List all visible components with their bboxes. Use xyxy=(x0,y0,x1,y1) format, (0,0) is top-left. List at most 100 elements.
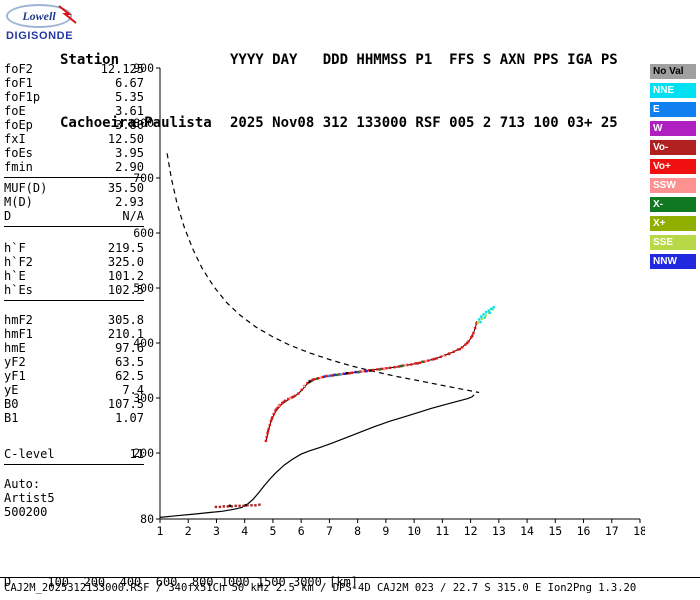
param-label: hmE xyxy=(4,341,26,355)
param-label: foF1p xyxy=(4,90,41,104)
param-label: M(D) xyxy=(4,195,33,209)
param-group: hmF2 305.8 hmF1 210.1 hmE 97.6 yF2 63.5 yF1 62.5 y… xyxy=(4,313,144,425)
legend-vo-plus: Vo+ xyxy=(650,159,696,174)
param-value: 102.5 xyxy=(107,283,144,297)
param-value: 2.93 xyxy=(115,195,144,209)
svg-text:15: 15 xyxy=(548,524,562,538)
param-artist5: Artist5 xyxy=(4,491,144,505)
svg-text:8: 8 xyxy=(354,524,361,538)
footer-divider xyxy=(0,577,700,578)
svg-text:14: 14 xyxy=(520,524,534,538)
param-value: N/A xyxy=(122,209,144,223)
param-label: 500200 xyxy=(4,505,48,519)
param-fof2: foF2 12.125 xyxy=(4,62,144,76)
param-value: 11 xyxy=(129,447,144,461)
param-fxi: fxI 12.50 xyxy=(4,132,144,146)
legend-vo-minus: Vo- xyxy=(650,140,696,155)
param-yf1: yF1 62.5 xyxy=(4,369,144,383)
param-value: 325.0 xyxy=(107,255,144,269)
param-value: 97.6 xyxy=(115,341,144,355)
param-ye: yE 7.4 xyxy=(4,383,144,397)
series-o-echoes-vo-plus xyxy=(264,322,478,443)
param-label: fxI xyxy=(4,132,26,146)
legend-w: W xyxy=(650,121,696,136)
digisonde-wordmark: DIGISONDE xyxy=(6,30,74,42)
param-hme: hmE 97.6 xyxy=(4,341,144,355)
svg-text:17: 17 xyxy=(605,524,619,538)
param-label: fmin xyxy=(4,160,33,174)
legend-x-plus: X+ xyxy=(650,216,696,231)
param-value: 62.5 xyxy=(115,369,144,383)
param-b1: B1 1.07 xyxy=(4,411,144,425)
svg-text:4: 4 xyxy=(241,524,248,538)
param-d: D N/A xyxy=(4,209,144,223)
svg-text:400: 400 xyxy=(133,336,154,350)
series-echoes-ssw xyxy=(277,354,445,407)
param-value: 12.125 xyxy=(100,62,144,76)
param-hf2: h`F2 325.0 xyxy=(4,255,144,269)
param-hmf1: hmF1 210.1 xyxy=(4,327,144,341)
series-echoes-x-minus xyxy=(315,360,424,380)
svg-text:5: 5 xyxy=(269,524,276,538)
station-name: Cachoeira Paulista xyxy=(60,115,212,131)
param-group: MUF(D) 35.50 M(D) 2.93 D N/A xyxy=(4,181,144,227)
param-value: 12.50 xyxy=(107,132,144,146)
param-value: 101.2 xyxy=(107,269,144,283)
red-bolt-icon xyxy=(58,5,77,24)
param-hf: h`F 219.5 xyxy=(4,241,144,255)
param-label: Artist5 xyxy=(4,491,55,505)
svg-text:1: 1 xyxy=(157,524,164,538)
param-value: 107.5 xyxy=(107,397,144,411)
param-label: h`F xyxy=(4,241,26,255)
param-fof1: foF1 6.67 xyxy=(4,76,144,90)
logo-lowell-text: Lowell xyxy=(22,8,56,23)
param-label: foEs xyxy=(4,146,33,160)
param-mufd: MUF(D) 35.50 xyxy=(4,181,144,195)
distance-muf-table: D 100 200 400 600 800 1000 1500 3000 [km… xyxy=(4,545,365,600)
param-label: foEp xyxy=(4,118,33,132)
param-value: 3.61 xyxy=(115,104,144,118)
param-label: D xyxy=(4,209,12,223)
param-fmin: fmin 2.90 xyxy=(4,160,144,174)
param-label: hmF1 xyxy=(4,327,33,341)
param-fof1p: foF1p 5.35 xyxy=(4,90,144,104)
param-md: M(D) 2.93 xyxy=(4,195,144,209)
param-label: yF2 xyxy=(4,355,26,369)
param-label: B0 xyxy=(4,397,19,411)
param-value: 35.50 xyxy=(107,181,144,195)
param-value: 219.5 xyxy=(107,241,144,255)
legend-e: E xyxy=(650,102,696,117)
param-value: 3.80 xyxy=(115,118,144,132)
series-echoes-nne xyxy=(477,306,495,324)
param-group: C-level 11 xyxy=(4,447,144,465)
header-row-values: Cachoeira Paulista 2025 Nov08 312 133000 … xyxy=(60,113,618,134)
svg-text:500: 500 xyxy=(133,281,154,295)
svg-text:80: 80 xyxy=(140,512,154,526)
station-label: Station xyxy=(60,52,120,68)
param-clevel: C-level 11 xyxy=(4,447,144,461)
svg-text:7: 7 xyxy=(326,524,333,538)
series-o-echoes-vo-minus xyxy=(214,334,474,509)
series-true-height-profile xyxy=(159,394,475,518)
svg-text:13: 13 xyxy=(492,524,506,538)
header: Station YYYY DAY DDD HHMMSS P1 FFS S AXN … xyxy=(60,8,618,176)
echo-type-legend: No Val NNE E W Vo- Vo+ SSW X- X+ SSE NNW xyxy=(650,64,696,273)
svg-text:11: 11 xyxy=(435,524,449,538)
header-field-names: YYYY DAY DDD HHMMSS P1 FFS S AXN PPS IGA… xyxy=(230,52,618,68)
param-label: yE xyxy=(4,383,19,397)
param-value: 3.95 xyxy=(115,146,144,160)
param-label: Auto: xyxy=(4,477,41,491)
param-auto: Auto: xyxy=(4,477,144,491)
param-value: 210.1 xyxy=(107,327,144,341)
svg-text:800: 800 xyxy=(133,116,154,130)
header-row-fields: Station YYYY DAY DDD HHMMSS P1 FFS S AXN … xyxy=(60,50,618,71)
legend-sse: SSE xyxy=(650,235,696,250)
svg-text:2: 2 xyxy=(185,524,192,538)
param-label: foE xyxy=(4,104,26,118)
svg-text:9: 9 xyxy=(382,524,389,538)
param-value: 5.35 xyxy=(115,90,144,104)
legend-nne: NNE xyxy=(650,83,696,98)
param-hes: h`Es 102.5 xyxy=(4,283,144,297)
param-label: B1 xyxy=(4,411,19,425)
